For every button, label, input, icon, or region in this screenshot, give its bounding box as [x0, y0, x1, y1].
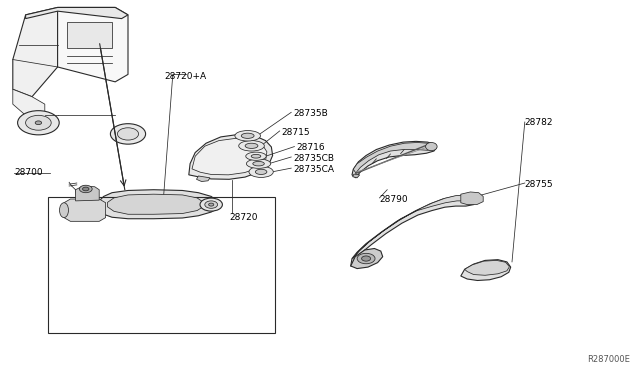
Text: 28700: 28700 — [14, 169, 43, 177]
Text: 28720+A: 28720+A — [164, 72, 207, 81]
Ellipse shape — [205, 201, 218, 208]
Text: 28716: 28716 — [296, 143, 325, 152]
Ellipse shape — [26, 115, 51, 130]
Polygon shape — [76, 186, 99, 201]
Ellipse shape — [79, 185, 92, 193]
Text: 28782: 28782 — [525, 118, 554, 127]
Ellipse shape — [253, 161, 264, 166]
Text: 28735CB: 28735CB — [293, 154, 334, 163]
Polygon shape — [192, 138, 267, 175]
Ellipse shape — [246, 159, 271, 168]
Polygon shape — [13, 89, 45, 115]
Polygon shape — [465, 260, 509, 275]
Polygon shape — [351, 196, 476, 266]
Ellipse shape — [118, 128, 138, 140]
Polygon shape — [461, 260, 511, 280]
Ellipse shape — [35, 121, 42, 125]
Polygon shape — [353, 142, 435, 173]
Polygon shape — [26, 7, 128, 19]
Polygon shape — [461, 192, 483, 205]
Polygon shape — [58, 7, 128, 82]
Ellipse shape — [255, 169, 267, 174]
Ellipse shape — [97, 32, 102, 35]
Ellipse shape — [251, 154, 261, 158]
Ellipse shape — [362, 256, 371, 261]
Polygon shape — [353, 195, 475, 259]
Ellipse shape — [246, 152, 266, 160]
Text: 28735B: 28735B — [293, 109, 328, 118]
Ellipse shape — [110, 124, 146, 144]
Ellipse shape — [245, 143, 258, 148]
Ellipse shape — [235, 131, 260, 141]
Text: R287000E: R287000E — [588, 355, 630, 364]
Ellipse shape — [239, 141, 264, 151]
Polygon shape — [351, 248, 383, 269]
Polygon shape — [13, 7, 58, 97]
Ellipse shape — [60, 203, 68, 218]
Polygon shape — [352, 141, 436, 178]
Polygon shape — [189, 135, 273, 179]
Polygon shape — [67, 22, 112, 48]
Ellipse shape — [357, 253, 375, 264]
Text: 28720: 28720 — [229, 213, 257, 222]
Text: 28735CA: 28735CA — [293, 165, 334, 174]
Polygon shape — [108, 194, 204, 214]
Ellipse shape — [200, 198, 223, 211]
Polygon shape — [196, 176, 210, 182]
Ellipse shape — [426, 142, 437, 151]
Text: 28755: 28755 — [525, 180, 554, 189]
Polygon shape — [99, 190, 219, 219]
Ellipse shape — [241, 133, 254, 138]
Text: 28715: 28715 — [282, 128, 310, 137]
Ellipse shape — [83, 187, 89, 191]
Ellipse shape — [249, 166, 273, 177]
Text: 28790: 28790 — [380, 195, 408, 203]
Polygon shape — [64, 199, 106, 221]
Ellipse shape — [209, 203, 214, 206]
Polygon shape — [353, 174, 360, 178]
Ellipse shape — [17, 111, 60, 135]
